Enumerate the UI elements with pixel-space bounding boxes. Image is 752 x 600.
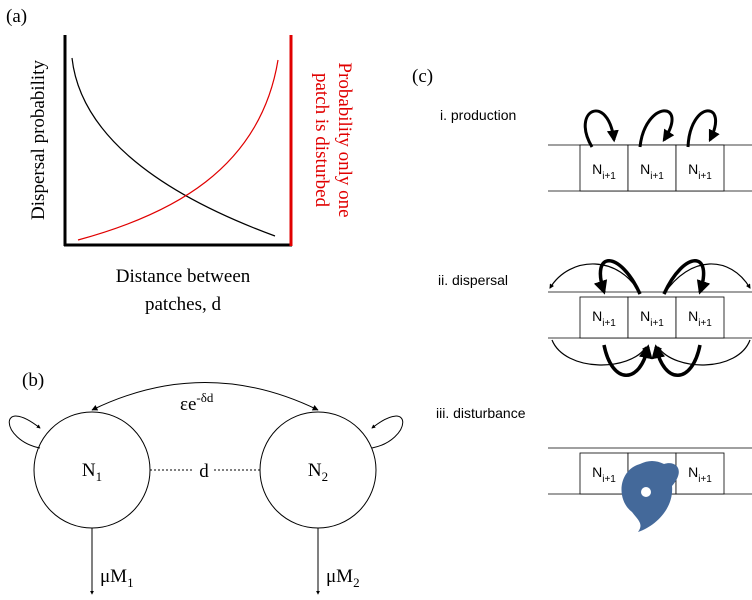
production-arrow bbox=[686, 109, 720, 148]
cell-label-sub: i+1 bbox=[698, 474, 712, 485]
cell-box bbox=[579, 296, 629, 339]
production-arrow bbox=[638, 109, 675, 148]
dispersal-arrow bbox=[657, 339, 751, 366]
cell-label: Ni+1 bbox=[688, 308, 712, 329]
cell-label-sub: i+1 bbox=[650, 318, 664, 329]
cell-box bbox=[627, 296, 677, 339]
dispersal-curve bbox=[71, 57, 276, 237]
node-label-sub: 2 bbox=[322, 469, 329, 484]
node-label-sub: 1 bbox=[96, 469, 103, 484]
panel-label: (c) bbox=[412, 66, 433, 87]
cell-label-base: N bbox=[688, 161, 698, 177]
loss-label: μM1 bbox=[100, 566, 134, 590]
cell-label-base: N bbox=[592, 308, 602, 324]
cell-label: Ni+1 bbox=[640, 161, 664, 182]
panel-label: (b) bbox=[22, 370, 44, 391]
cell-label: Ni+1 bbox=[592, 308, 616, 329]
cell-box bbox=[675, 452, 725, 495]
cell-box bbox=[579, 452, 629, 495]
node-label-base: N bbox=[308, 460, 322, 481]
cell-box bbox=[579, 144, 629, 192]
x-axis-label: patches, d bbox=[145, 294, 221, 315]
row-title: i. production bbox=[440, 107, 516, 123]
cell-label-base: N bbox=[640, 308, 650, 324]
link-label-sup: -δd bbox=[196, 390, 213, 405]
cell-label-base: N bbox=[592, 464, 602, 480]
dispersal-arrow bbox=[549, 263, 641, 295]
loss-label-sub: 1 bbox=[127, 575, 134, 590]
cell-label-sub: i+1 bbox=[698, 318, 712, 329]
x-axis-label: Distance between bbox=[116, 266, 251, 287]
cell-label: Ni+1 bbox=[688, 464, 712, 485]
dispersal-arrow bbox=[651, 344, 702, 377]
link-label-base: εe bbox=[180, 394, 196, 415]
cell-label: Ni+1 bbox=[640, 308, 664, 329]
node-label-base: N bbox=[82, 460, 96, 481]
dispersal-arrow bbox=[593, 259, 642, 295]
node-label: N2 bbox=[308, 460, 328, 484]
cell-box bbox=[675, 296, 725, 339]
dispersal-arrow bbox=[663, 263, 751, 295]
cell-label-base: N bbox=[688, 308, 698, 324]
cell-label: Ni+1 bbox=[592, 464, 616, 485]
y2-axis-label: Probability only one bbox=[334, 62, 355, 217]
row-title: ii. dispersal bbox=[438, 272, 508, 288]
panel-a: (a) Dispersal probability Probability on… bbox=[6, 6, 355, 315]
dispersal-arc bbox=[91, 382, 319, 411]
link-label: εe-δd bbox=[180, 390, 214, 415]
disturbance-curve bbox=[77, 59, 279, 241]
cell-label: Ni+1 bbox=[688, 161, 712, 182]
cell-box bbox=[627, 144, 677, 192]
cell-label-sub: i+1 bbox=[602, 318, 616, 329]
distance-label: d bbox=[199, 461, 209, 482]
y-axis-label: Dispersal probability bbox=[28, 60, 49, 220]
hurricane-icon bbox=[621, 461, 679, 532]
dispersal-arrow bbox=[662, 259, 711, 295]
cell-label-base: N bbox=[688, 464, 698, 480]
y2-axis-label: patch is disturbed bbox=[311, 73, 332, 208]
panel-label: (a) bbox=[6, 6, 27, 27]
loss-label-base: μM bbox=[326, 566, 353, 587]
loss-label: μM2 bbox=[326, 566, 360, 590]
row-title: iii. disturbance bbox=[436, 405, 526, 421]
production-arrow bbox=[583, 109, 619, 148]
cell-label-base: N bbox=[640, 161, 650, 177]
cell-label-sub: i+1 bbox=[650, 171, 664, 182]
self-loop bbox=[8, 415, 41, 449]
cell-box bbox=[675, 144, 725, 192]
loss-label-sub: 2 bbox=[353, 575, 360, 590]
dispersal-arrow bbox=[602, 344, 653, 377]
cell-label: Ni+1 bbox=[592, 161, 616, 182]
loss-label-base: μM bbox=[100, 566, 127, 587]
node-label: N1 bbox=[82, 460, 102, 484]
cell-label-sub: i+1 bbox=[602, 171, 616, 182]
dispersal-arrow bbox=[551, 339, 647, 366]
cell-label-sub: i+1 bbox=[698, 171, 712, 182]
cell-label-base: N bbox=[592, 161, 602, 177]
self-loop bbox=[371, 415, 404, 449]
cell-label-sub: i+1 bbox=[602, 474, 616, 485]
